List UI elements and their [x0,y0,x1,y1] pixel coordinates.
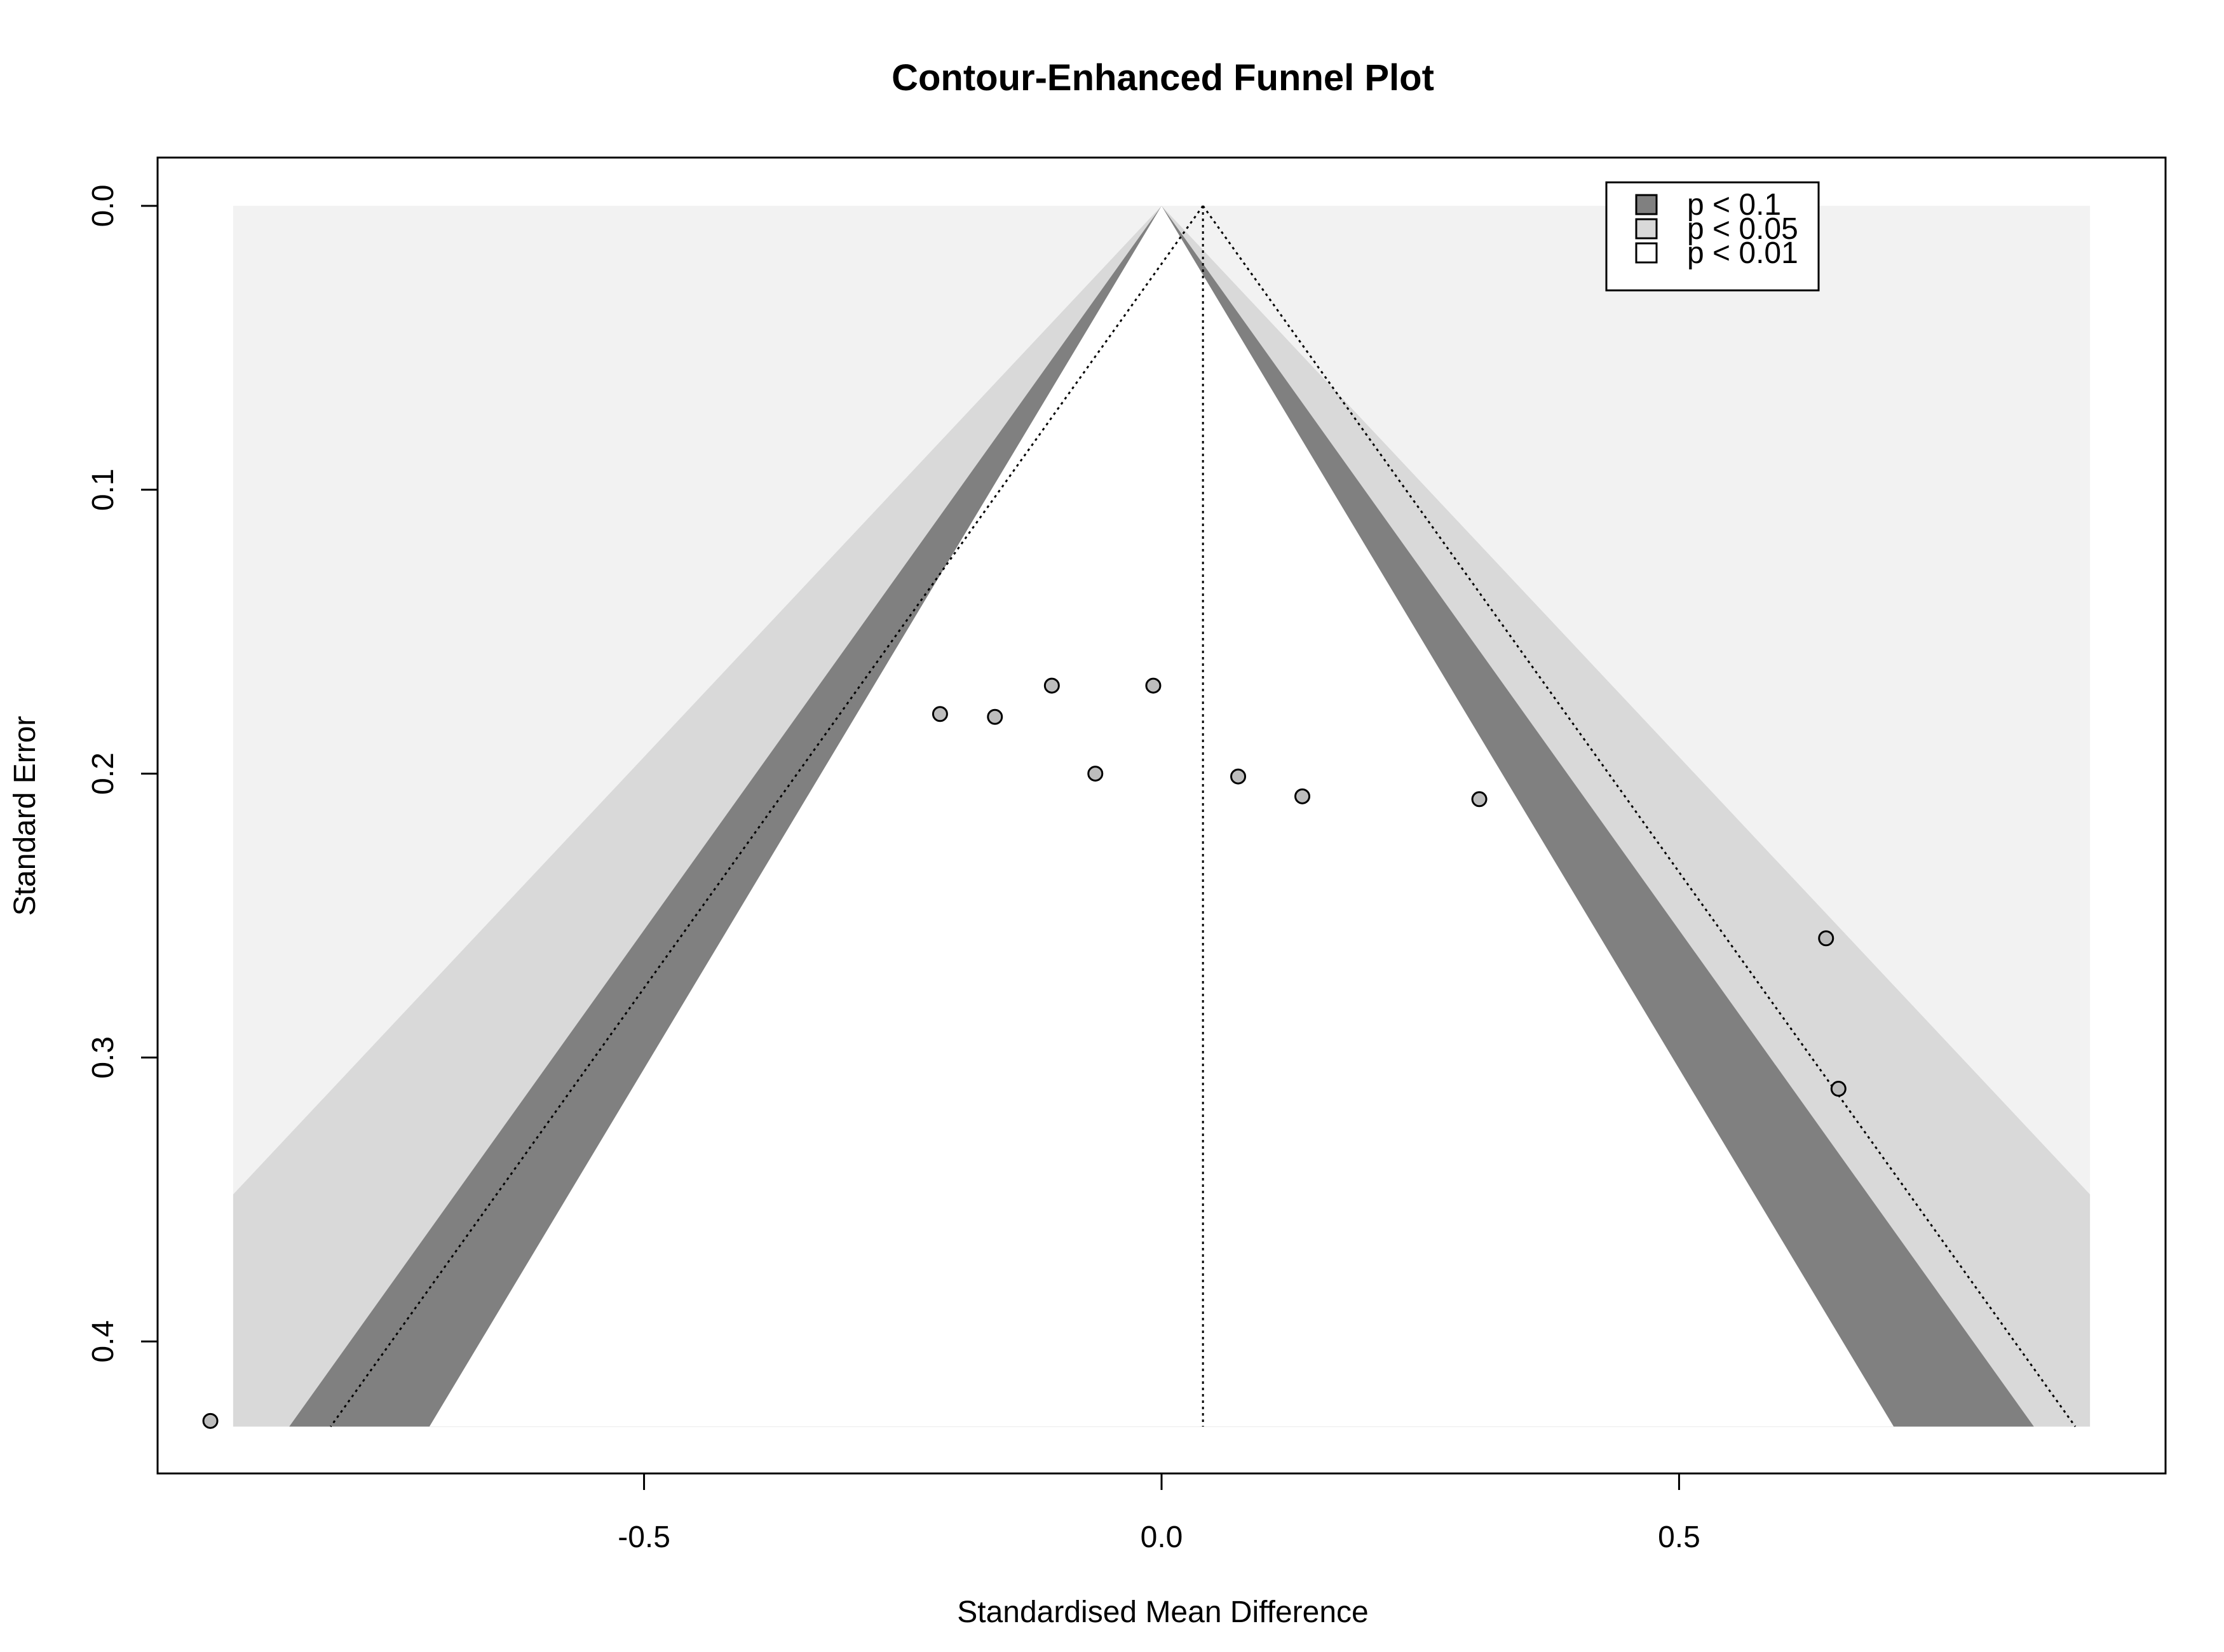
x-axis: -0.5 0.0 0.5 [618,1472,1700,1554]
study-point [1830,1081,1847,1097]
legend-swatch [1635,218,1658,240]
y-tick-label: 0.4 [86,1320,120,1363]
y-tick-label: 0.3 [86,1036,120,1079]
study-point [1230,768,1247,785]
y-axis: 0.0 0.1 0.2 0.3 0.4 [86,185,159,1363]
study-point [1471,791,1488,808]
study-point [1145,677,1162,694]
study-points [202,677,1847,1429]
y-axis-label: Standard Error [8,716,42,916]
chart-title: Contour-Enhanced Funnel Plot [892,57,1434,98]
legend-swatch [1635,194,1658,215]
legend-label: p < 0.05 [1687,212,1798,246]
legend-label: p < 0.01 [1687,236,1798,270]
funnel-line-left [330,205,1204,1428]
study-point [1043,677,1060,694]
legend: p < 0.1p < 0.05p < 0.01 [1605,181,1820,292]
legend-label: p < 0.1 [1687,188,1781,222]
study-point [1294,788,1311,804]
nonsignificant-region [429,205,1894,1427]
y-tick-label: 0.1 [86,468,120,511]
contour-regions [233,205,2091,1427]
study-point [1818,930,1834,947]
x-tick-label: 0.0 [1141,1520,1183,1554]
study-point [987,708,1003,725]
study-point [202,1412,219,1429]
x-axis-label: Standardised Mean Difference [957,1595,1369,1629]
y-tick-label: 0.2 [86,752,120,795]
legend-swatch [1635,242,1658,264]
x-tick-label: -0.5 [618,1520,670,1554]
study-point [932,706,948,722]
funnel-line-right [1202,205,2077,1428]
y-tick-label: 0.0 [86,185,120,227]
x-tick-label: 0.5 [1658,1520,1700,1554]
study-point [1087,766,1104,782]
reference-lines [330,205,2077,1428]
